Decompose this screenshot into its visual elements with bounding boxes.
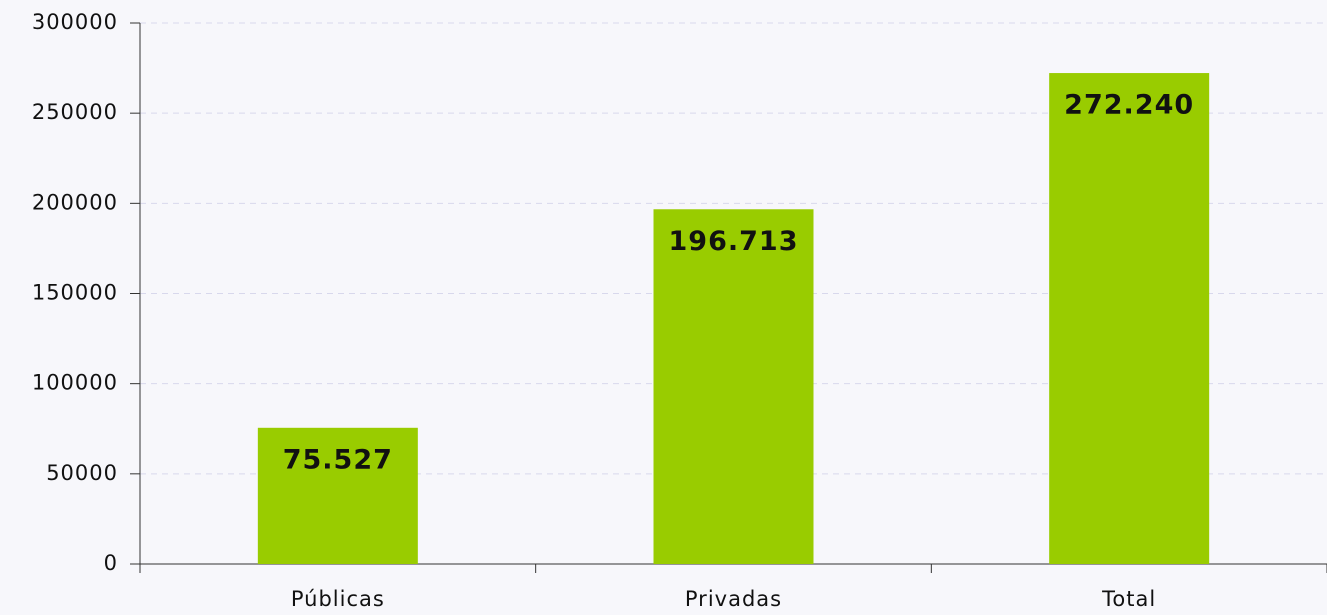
x-tick-label: Total bbox=[1101, 587, 1156, 611]
data-label: 75.527 bbox=[283, 444, 393, 475]
y-tick-label: 250000 bbox=[32, 100, 118, 124]
bar bbox=[257, 427, 418, 564]
y-tick-label: 200000 bbox=[32, 190, 118, 214]
x-tick-label: Públicas bbox=[291, 587, 385, 611]
y-tick-label: 100000 bbox=[32, 371, 118, 395]
y-tick-label: 0 bbox=[104, 551, 118, 575]
data-label: 272.240 bbox=[1064, 90, 1194, 121]
y-tick-label: 300000 bbox=[32, 10, 118, 34]
y-tick-label: 50000 bbox=[46, 461, 118, 485]
x-tick-label: Privadas bbox=[685, 587, 782, 611]
bar bbox=[653, 209, 814, 564]
y-tick-label: 150000 bbox=[32, 281, 118, 305]
bar bbox=[1049, 73, 1210, 564]
data-label: 196.713 bbox=[669, 226, 799, 257]
